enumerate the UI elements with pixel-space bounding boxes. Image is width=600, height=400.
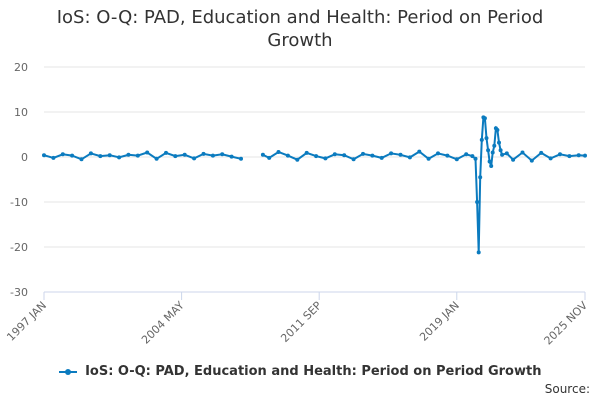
- data-point[interactable]: [473, 156, 478, 161]
- data-point[interactable]: [126, 152, 131, 157]
- data-point[interactable]: [520, 150, 525, 155]
- data-point[interactable]: [497, 140, 501, 145]
- data-point[interactable]: [426, 156, 431, 161]
- data-point[interactable]: [201, 151, 206, 156]
- data-point[interactable]: [182, 152, 187, 157]
- legend-series-label: IoS: O-Q: PAD, Education and Health: Per…: [85, 364, 542, 379]
- y-tick-label: 20: [14, 61, 28, 74]
- data-point[interactable]: [576, 153, 581, 158]
- data-point[interactable]: [454, 157, 459, 162]
- data-point[interactable]: [567, 154, 572, 159]
- data-point[interactable]: [267, 155, 272, 160]
- y-tick-label: 10: [14, 106, 28, 119]
- data-point[interactable]: [154, 156, 159, 161]
- x-tick-label: 2004 MAY: [139, 299, 187, 347]
- y-axis-ticks: 20 10 0 -10 -20 -30: [10, 61, 28, 299]
- chart-title-line-2: Growth: [267, 30, 333, 51]
- series-group[interactable]: [42, 115, 587, 255]
- data-point[interactable]: [476, 250, 481, 255]
- data-point[interactable]: [276, 150, 281, 154]
- data-point[interactable]: [173, 154, 178, 159]
- data-point[interactable]: [379, 155, 384, 160]
- data-point[interactable]: [511, 157, 516, 162]
- data-point[interactable]: [88, 151, 93, 156]
- legend-series-marker-icon: [58, 366, 77, 378]
- data-point[interactable]: [417, 149, 422, 154]
- data-point[interactable]: [539, 150, 544, 155]
- data-point[interactable]: [229, 154, 234, 159]
- data-point[interactable]: [464, 152, 469, 157]
- data-point[interactable]: [220, 152, 225, 157]
- data-point[interactable]: [436, 151, 440, 156]
- y-tick-label: -30: [10, 286, 28, 299]
- data-point[interactable]: [107, 153, 112, 158]
- x-tick-label: 1997 JAN: [4, 299, 49, 344]
- grid-lines: [44, 66, 585, 293]
- data-point[interactable]: [504, 151, 509, 156]
- data-point[interactable]: [239, 156, 243, 161]
- data-point[interactable]: [370, 153, 375, 158]
- data-point[interactable]: [117, 155, 122, 160]
- chart-title: IoS: O-Q: PAD, Education and Health: Per…: [0, 6, 600, 52]
- data-point[interactable]: [98, 154, 103, 159]
- data-point[interactable]: [487, 159, 492, 164]
- data-point[interactable]: [60, 152, 65, 157]
- series-line[interactable]: [262, 115, 586, 253]
- data-point[interactable]: [558, 152, 562, 157]
- data-point[interactable]: [495, 128, 500, 132]
- data-point[interactable]: [192, 156, 197, 161]
- data-point[interactable]: [51, 155, 56, 160]
- data-point[interactable]: [145, 150, 150, 155]
- data-point[interactable]: [260, 152, 265, 157]
- data-point[interactable]: [479, 137, 484, 142]
- data-point[interactable]: [529, 158, 534, 163]
- series-line[interactable]: [43, 151, 242, 161]
- data-point[interactable]: [210, 153, 215, 158]
- data-point[interactable]: [484, 136, 489, 141]
- data-point[interactable]: [500, 152, 505, 157]
- chart-title-line-1: IoS: O-Q: PAD, Education and Health: Per…: [56, 7, 544, 28]
- y-tick-label: -20: [10, 241, 28, 254]
- data-point[interactable]: [342, 153, 347, 158]
- data-point[interactable]: [351, 157, 356, 162]
- data-point[interactable]: [407, 155, 412, 160]
- data-point[interactable]: [389, 151, 394, 156]
- x-tick-label: 2025 NOV: [542, 299, 591, 348]
- data-point[interactable]: [470, 154, 475, 159]
- data-point[interactable]: [489, 164, 494, 168]
- data-point[interactable]: [304, 150, 309, 155]
- data-point[interactable]: [332, 152, 337, 157]
- data-point[interactable]: [548, 156, 553, 161]
- source-credit[interactable]: Source:: [544, 382, 590, 396]
- data-point[interactable]: [478, 175, 483, 180]
- data-point[interactable]: [42, 153, 46, 158]
- data-point[interactable]: [482, 116, 487, 121]
- data-point[interactable]: [79, 157, 84, 162]
- data-point[interactable]: [475, 200, 480, 204]
- x-tick-label: 2011 SEP: [278, 299, 324, 345]
- data-point[interactable]: [361, 151, 365, 156]
- data-point[interactable]: [486, 148, 491, 153]
- legend[interactable]: IoS: O-Q: PAD, Education and Health: Per…: [0, 364, 600, 379]
- data-point[interactable]: [323, 156, 328, 161]
- data-point[interactable]: [295, 157, 300, 162]
- data-point[interactable]: [135, 153, 140, 158]
- data-point[interactable]: [164, 150, 168, 155]
- x-tick-label: 2019 JAN: [417, 299, 462, 344]
- x-axis: 1997 JAN 2004 MAY 2011 SEP 2019 JAN 2025 NOV: [4, 291, 591, 348]
- data-point[interactable]: [285, 153, 290, 158]
- data-point[interactable]: [492, 143, 497, 148]
- data-point[interactable]: [445, 153, 450, 158]
- y-tick-label: 0: [21, 151, 28, 164]
- data-point[interactable]: [398, 152, 403, 157]
- data-point[interactable]: [498, 148, 503, 153]
- data-point[interactable]: [314, 154, 319, 159]
- data-point[interactable]: [70, 153, 75, 158]
- data-point[interactable]: [583, 153, 587, 158]
- y-tick-label: -10: [10, 196, 28, 209]
- data-point[interactable]: [490, 150, 495, 155]
